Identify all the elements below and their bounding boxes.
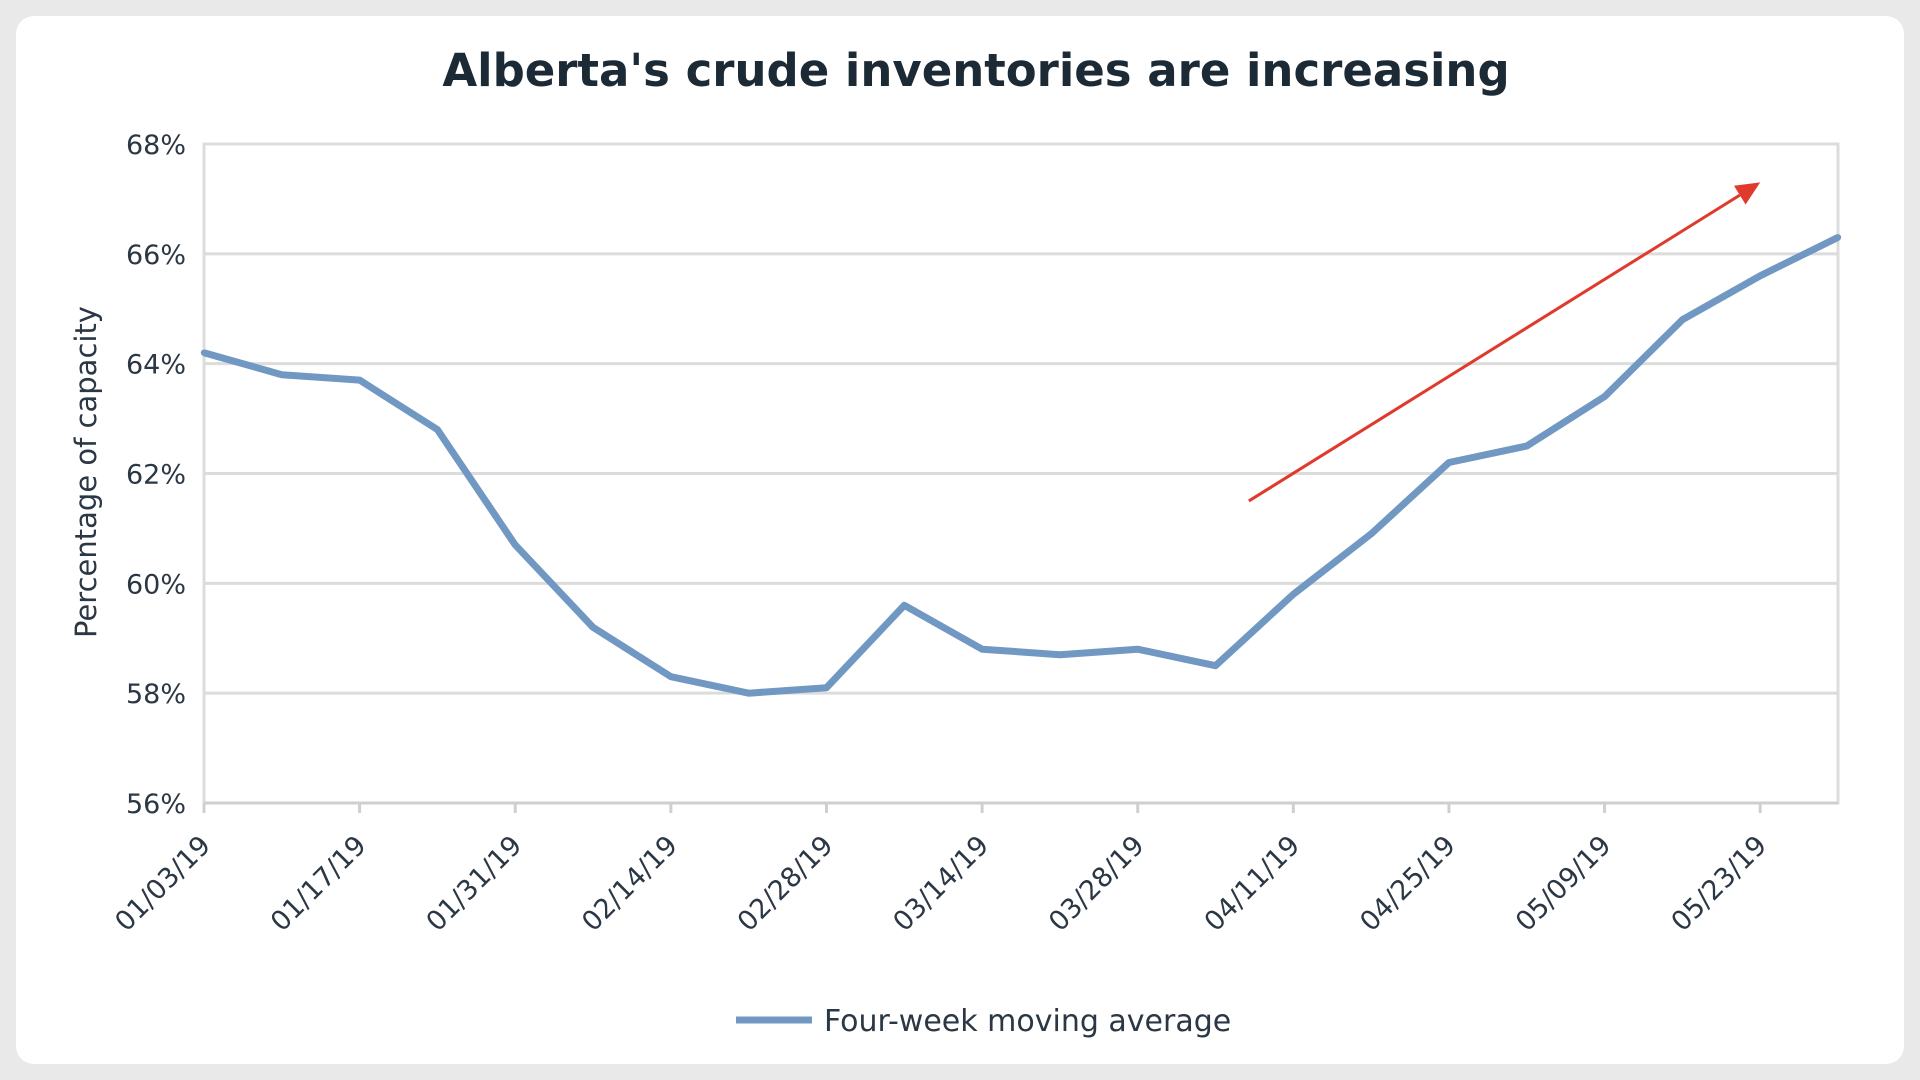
y-tick-label: 68% bbox=[126, 130, 186, 161]
x-tick-label: 01/17/19 bbox=[265, 830, 373, 938]
data-point bbox=[1056, 651, 1064, 658]
data-point bbox=[1134, 646, 1141, 653]
data-point bbox=[1601, 393, 1608, 400]
y-tick-label: 62% bbox=[126, 460, 186, 491]
x-tick-label: 01/03/19 bbox=[109, 830, 217, 938]
data-point bbox=[589, 624, 597, 631]
x-tick-label: 05/23/19 bbox=[1665, 830, 1773, 938]
chart-title: Alberta's crude inventories are increasi… bbox=[442, 44, 1509, 97]
data-point bbox=[1212, 662, 1219, 669]
line-chart: Alberta's crude inventories are increasi… bbox=[69, 44, 1842, 1039]
data-point bbox=[1367, 530, 1375, 538]
data-point bbox=[1756, 272, 1764, 279]
data-point bbox=[1445, 459, 1453, 466]
data-point bbox=[978, 646, 986, 653]
data-point bbox=[823, 684, 830, 691]
data-point bbox=[1679, 316, 1686, 323]
data-point bbox=[667, 673, 675, 680]
data-point bbox=[1290, 591, 1297, 598]
x-tick-label: 03/14/19 bbox=[887, 830, 995, 938]
data-point bbox=[1523, 442, 1530, 450]
legend-label: Four-week moving average bbox=[824, 1004, 1231, 1039]
data-point bbox=[200, 349, 208, 356]
trend-arrow-line bbox=[1248, 193, 1741, 503]
y-tick-label: 58% bbox=[126, 679, 186, 710]
x-tick-label: 03/28/19 bbox=[1043, 830, 1151, 938]
trend-arrow-head bbox=[1734, 182, 1761, 205]
x-tick-label: 04/25/19 bbox=[1354, 830, 1462, 938]
y-axis-ticks: 56% 58% 60% 62% 64% 66% 68% bbox=[126, 130, 186, 820]
data-point bbox=[1834, 234, 1842, 241]
x-tick-label: 02/28/19 bbox=[732, 830, 840, 938]
data-point bbox=[278, 371, 286, 378]
y-tick-label: 66% bbox=[126, 240, 186, 271]
series-line bbox=[203, 234, 1840, 697]
data-point bbox=[356, 376, 363, 384]
legend: Four-week moving average bbox=[736, 1004, 1231, 1039]
annotation-group bbox=[1248, 182, 1761, 503]
data-point bbox=[745, 689, 752, 697]
y-tick-label: 64% bbox=[126, 350, 186, 381]
data-point bbox=[434, 426, 441, 433]
y-tick-label: 60% bbox=[126, 569, 186, 600]
data-point bbox=[901, 602, 908, 609]
x-tick-label: 01/31/19 bbox=[421, 830, 529, 938]
x-tick-label: 05/09/19 bbox=[1510, 830, 1618, 938]
x-tick-label: 02/14/19 bbox=[576, 830, 684, 938]
y-tick-label: 56% bbox=[126, 789, 186, 820]
x-axis-ticks: 01/03/19 01/17/19 01/31/19 02/14/19 02/28/19… bbox=[109, 803, 1773, 938]
x-tick-label: 04/11/19 bbox=[1199, 830, 1307, 938]
data-point bbox=[512, 541, 519, 549]
grid-lines bbox=[202, 142, 1840, 805]
y-axis-label: Percentage of capacity bbox=[69, 306, 103, 638]
series-group bbox=[200, 234, 1842, 697]
chart-card: Alberta's crude inventories are increasi… bbox=[16, 16, 1904, 1064]
